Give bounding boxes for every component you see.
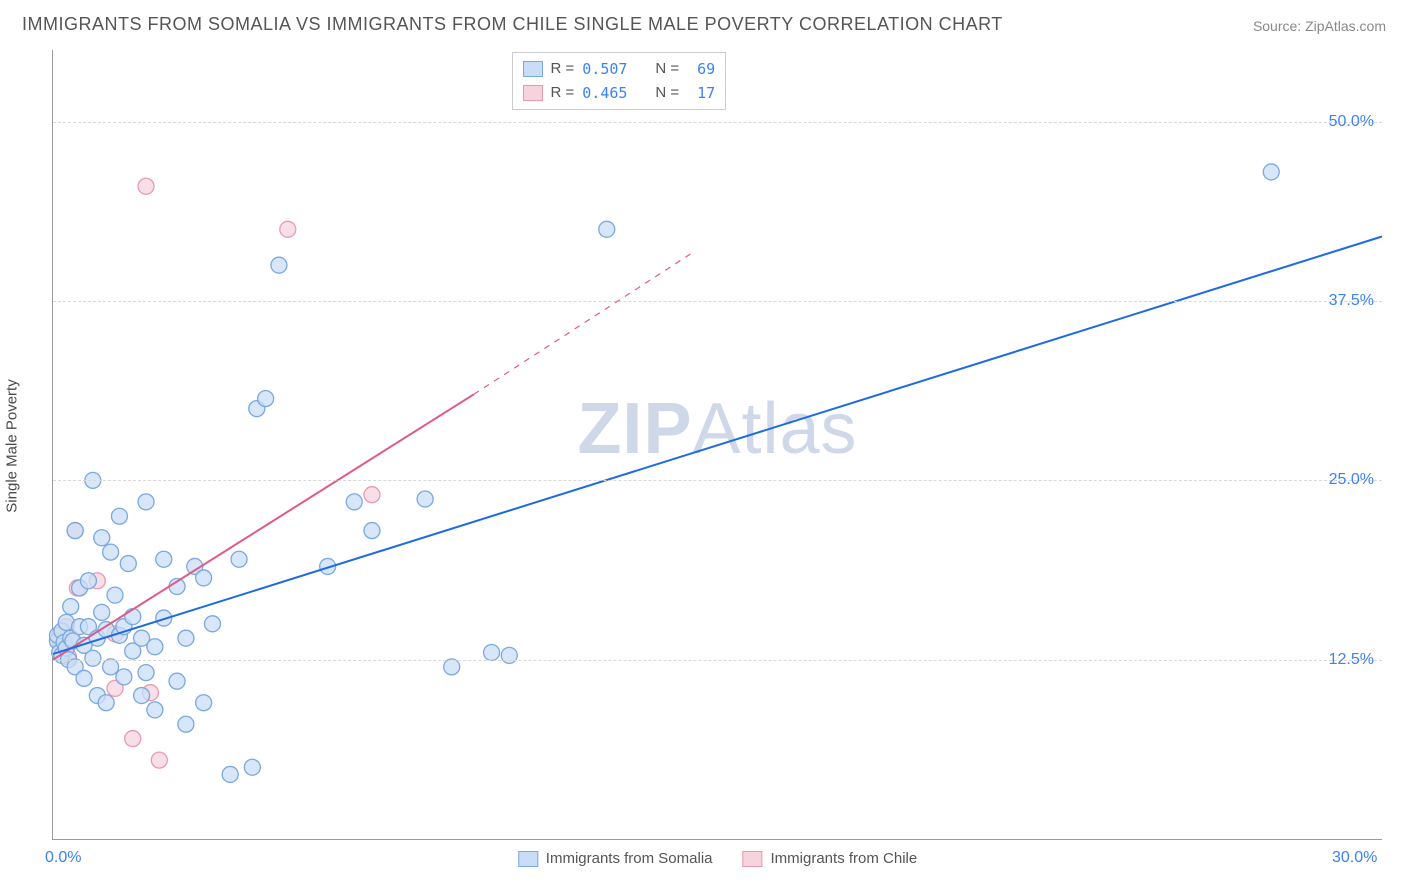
series-legend-item: Immigrants from Chile: [743, 850, 918, 867]
y-tick-label: 37.5%: [1329, 292, 1374, 310]
y-tick-label: 12.5%: [1329, 651, 1374, 669]
gridline: [53, 122, 1382, 123]
stats-legend-row: R = 0.465 N = 17: [523, 81, 716, 105]
legend-swatch: [518, 851, 538, 867]
x-tick-label: 30.0%: [1332, 849, 1377, 867]
series-legend-item: Immigrants from Somalia: [518, 850, 713, 867]
gridline: [53, 301, 1382, 302]
source-attribution: Source: ZipAtlas.com: [1253, 18, 1386, 34]
stats-legend-row: R = 0.507 N = 69: [523, 57, 716, 81]
gridline: [53, 480, 1382, 481]
chart-svg: [53, 50, 1382, 839]
n-label: N =: [655, 81, 679, 105]
r-label: R =: [551, 57, 575, 81]
r-label: R =: [551, 81, 575, 105]
plot-area: ZIPAtlas 12.5%25.0%37.5%50.0%0.0%30.0%R …: [52, 50, 1382, 840]
n-value: 17: [687, 81, 715, 105]
r-value: 0.507: [582, 57, 627, 81]
n-label: N =: [655, 57, 679, 81]
y-tick-label: 25.0%: [1329, 471, 1374, 489]
legend-swatch: [743, 851, 763, 867]
n-value: 69: [687, 57, 715, 81]
legend-swatch: [523, 85, 543, 101]
gridline: [53, 660, 1382, 661]
series-name: Immigrants from Chile: [771, 850, 918, 867]
stats-legend: R = 0.507 N = 69 R = 0.465 N = 17: [512, 52, 727, 110]
y-axis-label: Single Male Poverty: [4, 379, 21, 512]
series-name: Immigrants from Somalia: [546, 850, 713, 867]
legend-swatch: [523, 61, 543, 77]
r-value: 0.465: [582, 81, 627, 105]
chart-title: IMMIGRANTS FROM SOMALIA VS IMMIGRANTS FR…: [22, 14, 1003, 35]
y-tick-label: 50.0%: [1329, 113, 1374, 131]
x-tick-label: 0.0%: [45, 849, 81, 867]
series-legend: Immigrants from Somalia Immigrants from C…: [518, 850, 917, 867]
